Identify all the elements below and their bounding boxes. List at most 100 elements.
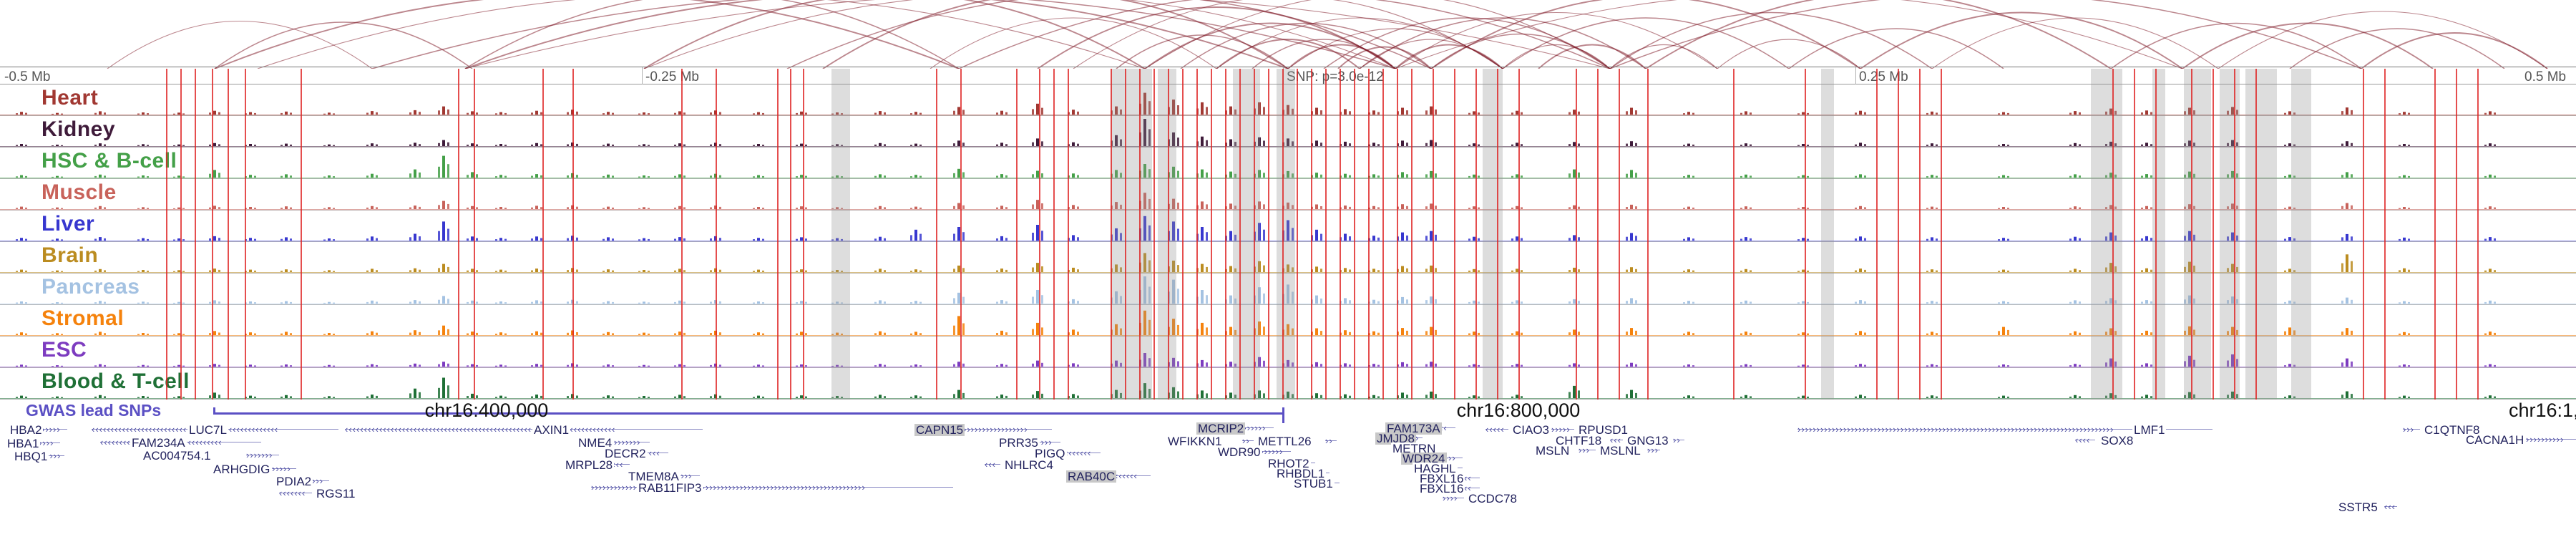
track-row-liver[interactable]: Liver <box>0 211 2576 242</box>
ruler-label: -0.25 Mb <box>645 69 699 84</box>
gene-body-HBQ1[interactable]: ›››› <box>46 451 64 462</box>
track-label-3[interactable]: Muscle <box>42 180 117 204</box>
gene-label-RAB11FIP3[interactable]: RAB11FIP3 <box>637 481 703 495</box>
gene-body-PIGQ[interactable]: ‹‹‹‹‹‹‹ <box>1065 448 1101 459</box>
gene-body-NME4[interactable]: ››››››› <box>614 437 650 448</box>
gene-body-PDIA2[interactable]: ››› <box>312 476 329 487</box>
track-row-heart[interactable]: Heart <box>0 84 2576 116</box>
track-label-9[interactable]: Blood & T-cell <box>42 369 190 393</box>
track-label-5[interactable]: Brain <box>42 243 99 267</box>
track-row-pancreas[interactable]: Pancreas <box>0 274 2576 305</box>
ruler-band: -0.5 Mb -0.25 Mb SNP: p=3.0e-12 0.25 Mb 0.5 … <box>0 67 2576 84</box>
gene-body-RGS11[interactable]: ‹‹‹‹‹‹‹ <box>279 488 312 499</box>
track-label-2[interactable]: HSC & B-cell <box>42 149 177 173</box>
gene-label-CIAO3[interactable]: CIAO3 <box>1511 423 1551 437</box>
gene-label-RAB40C[interactable]: RAB40C <box>1066 470 1117 483</box>
gene-label-GNG13[interactable]: GNG13 <box>1626 434 1670 448</box>
gene-body-C1QTNF8[interactable]: ››› <box>2403 425 2420 435</box>
gene-label-AC004754.1[interactable]: AC004754.1 <box>142 449 213 463</box>
gene-body-SSTR5[interactable]: ‹‹‹ <box>2384 502 2397 513</box>
gene-label-MSLNL[interactable]: MSLNL <box>1599 444 1642 458</box>
gene-body-WFIKKN1[interactable]: ›› <box>1242 436 1254 447</box>
gene-label-ARHGDIG[interactable]: ARHGDIG <box>212 463 272 476</box>
ruler-label: SNP: p=3.0e-12 <box>1287 69 1384 84</box>
gene-label-JMJD8[interactable]: JMJD8 <box>1375 432 1416 445</box>
coordinate-label: chr16:800,000 <box>1456 400 1581 421</box>
gene-label-CAPN15[interactable]: CAPN15 <box>914 423 965 437</box>
gene-body-CHTF18[interactable]: ‹‹‹ <box>1610 435 1623 446</box>
ruler-label: 0.5 Mb <box>2524 69 2567 84</box>
gene-label-RGS11[interactable]: RGS11 <box>315 487 357 500</box>
gene-body-CAPN15[interactable]: ›››››››››››››››››››› <box>952 425 1052 435</box>
coordinate-label: chr16:400,000 <box>424 400 549 421</box>
gene-body-GNG13[interactable]: ›› <box>1673 435 1684 446</box>
gene-body-MSLNL[interactable]: ››› <box>1647 445 1660 456</box>
track-label-4[interactable]: Liver <box>42 212 95 236</box>
coordinate-label: chr16:1,2 <box>2509 400 2576 421</box>
gene-label-RHOT2[interactable]: RHOT2 <box>1267 457 1311 470</box>
gene-label-TMEM8A[interactable]: TMEM8A <box>627 470 680 483</box>
gene-label-FAM234A[interactable]: FAM234A <box>130 436 187 450</box>
gene-body-HBA2[interactable]: ››››› <box>42 425 67 435</box>
gene-label-WDR24[interactable]: WDR24 <box>1401 452 1447 465</box>
gene-label-AXIN1[interactable]: AXIN1 <box>532 423 571 437</box>
gwas-snp-tick <box>213 407 215 415</box>
gwas-lead-snps-label[interactable]: GWAS lead SNPs <box>26 401 162 420</box>
gene-label-PIGQ[interactable]: PIGQ <box>1033 447 1067 460</box>
gwas-snp-tick <box>1282 407 1284 415</box>
gene-label-NHLRC4[interactable]: NHLRC4 <box>1003 458 1055 472</box>
gene-body-METTL26[interactable]: ›› <box>1325 436 1337 447</box>
gene-label-NME4[interactable]: NME4 <box>577 436 614 450</box>
gene-body-AXIN1[interactable]: ‹‹‹‹‹‹‹‹‹‹‹‹‹‹‹‹‹‹‹‹‹‹‹‹‹‹‹‹‹‹‹‹‹‹‹‹‹‹‹‹… <box>345 425 703 435</box>
gene-body-WDR90[interactable]: ››››››› <box>1257 447 1291 458</box>
gene-label-WDR90[interactable]: WDR90 <box>1216 445 1262 459</box>
gene-body-MSLN[interactable]: ››› <box>1579 445 1596 456</box>
track-label-6[interactable]: Pancreas <box>42 275 140 299</box>
gene-body-LMF1[interactable]: ››››››››››››››››››››››››››››››››››››››››… <box>1797 425 2212 435</box>
gene-label-LUC7L[interactable]: LUC7L <box>187 423 228 437</box>
track-label-8[interactable]: ESC <box>42 338 87 362</box>
gene-label-RPUSD1[interactable]: RPUSD1 <box>1577 423 1629 437</box>
gene-label-STUB1[interactable]: STUB1 <box>1292 477 1335 490</box>
gene-label-SOX8[interactable]: SOX8 <box>2099 434 2135 448</box>
gene-label-C1QTNF8[interactable]: C1QTNF8 <box>2423 423 2482 437</box>
gene-body-CCDC78[interactable]: ›››› <box>1443 493 1464 504</box>
gene-label-MSLN[interactable]: MSLN <box>1534 444 1571 458</box>
gene-label-CCDC78[interactable]: CCDC78 <box>1467 492 1519 505</box>
track-label-1[interactable]: Kidney <box>42 117 116 141</box>
gene-label-FBXL16[interactable]: FBXL16 <box>1418 482 1465 495</box>
gene-label-MCRIP2[interactable]: MCRIP2 <box>1196 422 1246 435</box>
gene-label-FAM173A[interactable]: FAM173A <box>1385 422 1442 435</box>
gene-body-NHLRC4[interactable]: ‹‹‹ <box>985 460 1000 470</box>
gene-label-METRN[interactable]: METRN <box>1391 442 1438 455</box>
gene-label-SSTR5[interactable]: SSTR5 <box>2337 500 2379 514</box>
gene-body-CIAO3[interactable]: ‹‹‹‹‹ <box>1485 425 1508 435</box>
gene-label-METTL26[interactable]: METTL26 <box>1257 435 1313 448</box>
track-label-7[interactable]: Stromal <box>42 306 125 330</box>
gene-label-HBA1[interactable]: HBA1 <box>6 437 41 450</box>
gene-body-AC004754.1[interactable]: ››››››› <box>246 450 279 461</box>
gene-label-HBQ1[interactable]: HBQ1 <box>13 450 49 463</box>
gene-label-MRPL28[interactable]: MRPL28 <box>564 458 615 472</box>
gene-label-CHTF18[interactable]: CHTF18 <box>1554 434 1604 448</box>
gene-label-CACNA1H[interactable]: CACNA1H <box>2464 433 2526 447</box>
gene-body-MCRIP2[interactable]: ››››››› <box>1239 423 1274 434</box>
gene-label-WFIKKN1[interactable]: WFIKKN1 <box>1166 435 1224 448</box>
gene-label-LMF1[interactable]: LMF1 <box>2132 423 2167 437</box>
gene-label-RHBDL1[interactable]: RHBDL1 <box>1275 467 1327 480</box>
track-row-muscle[interactable]: Muscle <box>0 179 2576 211</box>
gene-label-PDIA2[interactable]: PDIA2 <box>275 475 313 488</box>
gene-body-HBA1[interactable]: ›››› <box>39 438 60 449</box>
gene-label-HBA2[interactable]: HBA2 <box>9 423 44 437</box>
gene-label-PRR35[interactable]: PRR35 <box>997 436 1040 450</box>
gene-label-HAGHL[interactable]: HAGHL <box>1413 462 1458 475</box>
gene-body-RPUSD1[interactable]: ››››› <box>1551 425 1574 435</box>
interaction-arcs <box>107 0 2548 69</box>
track-label-0[interactable]: Heart <box>42 86 99 110</box>
gene-body-ARHGDIG[interactable]: ››››› <box>272 464 296 475</box>
gene-label-FBXL16[interactable]: FBXL16 <box>1418 472 1465 485</box>
gene-label-DECR2[interactable]: DECR2 <box>603 447 648 460</box>
gene-body-CACNA1H[interactable]: ›››››››››› <box>2526 435 2576 445</box>
gene-body-SOX8[interactable]: ‹‹‹‹ <box>2075 435 2095 446</box>
